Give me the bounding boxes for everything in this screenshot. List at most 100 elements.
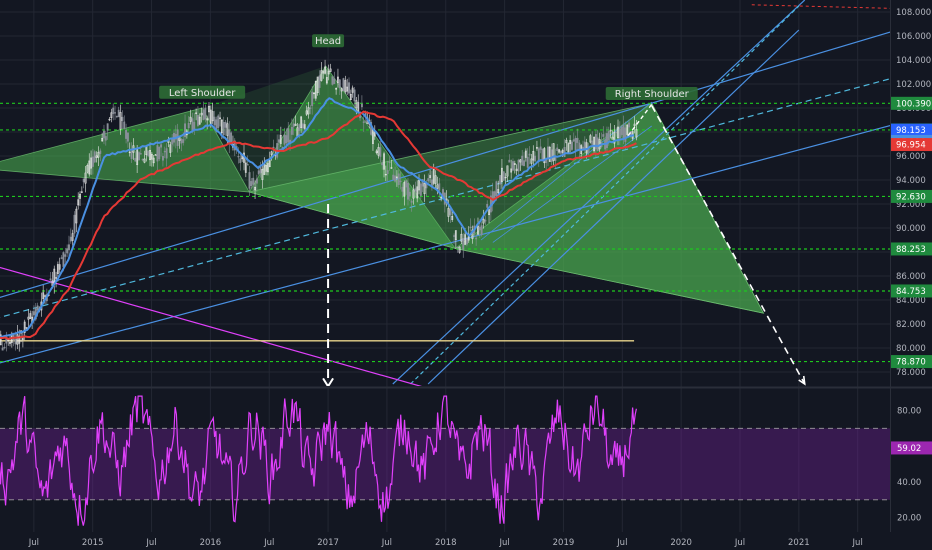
candle-body [239, 158, 242, 163]
pattern-labels: Left Shoulder Head Right Shoulder [159, 34, 698, 100]
candle-body [283, 134, 286, 145]
candle-body [340, 88, 343, 92]
candle-body [266, 163, 269, 173]
candle-body [219, 117, 221, 119]
candle-body [624, 127, 627, 142]
candle-body [506, 165, 509, 177]
candle-body [313, 92, 315, 95]
candle-body [265, 165, 268, 172]
price-tick-label: 94.000 [896, 176, 926, 186]
price-badge [891, 242, 932, 256]
candle-body [539, 146, 542, 150]
candle-body [436, 184, 439, 189]
candle-body [353, 89, 356, 102]
trendline [0, 124, 890, 364]
candle-body [524, 150, 527, 158]
candle-body [114, 112, 116, 114]
candle-body [257, 170, 260, 175]
candle-body [552, 143, 555, 161]
candle-body [414, 188, 417, 192]
candle-body [615, 131, 618, 134]
candle-body [64, 254, 67, 257]
candle-body [285, 135, 288, 144]
candle-body [499, 175, 502, 185]
candle-body [556, 147, 559, 151]
price-badge-label: 100.390 [896, 99, 931, 109]
price-badge [891, 355, 932, 369]
candle-body [14, 338, 17, 345]
candle-body [324, 66, 327, 74]
candle-body [252, 177, 255, 185]
time-tick-label: 2017 [317, 538, 339, 548]
candle-body [106, 123, 109, 131]
time-tick-label: 2015 [82, 538, 104, 548]
candle-body [139, 153, 142, 155]
time-tick-label: Jul [145, 538, 156, 548]
candle-body [303, 124, 306, 129]
pattern-label: Right Shoulder [615, 89, 690, 100]
candle-body [49, 278, 52, 281]
candle-body [55, 277, 58, 279]
candle-body [204, 107, 207, 120]
pattern-neckline-area [0, 66, 456, 249]
candle-body [75, 208, 78, 224]
candle-body [101, 138, 104, 142]
candle-body [115, 115, 118, 118]
candle-body [80, 191, 83, 193]
candle-body [408, 191, 411, 197]
price-tick-label: 82.000 [896, 320, 926, 330]
candle-body [158, 146, 161, 160]
candle-body [3, 346, 6, 349]
trendline [392, 0, 806, 385]
candle-body [77, 199, 80, 206]
head-and-shoulders-pattern [0, 65, 765, 314]
candle-body [465, 239, 468, 245]
candle-body [290, 126, 293, 135]
candle-body [362, 121, 365, 123]
price-axis-badges: 100.39098.17192.63088.25384.75378.87098.… [891, 96, 932, 369]
candle-body [388, 161, 391, 163]
candle-body [381, 162, 384, 166]
candle-body [622, 124, 625, 139]
arrow-head [798, 375, 806, 386]
candle-body [0, 334, 2, 346]
candle-body [254, 186, 256, 191]
candle-body [561, 150, 564, 153]
trendline [427, 29, 800, 385]
candle-body [73, 214, 76, 234]
time-tick-label: 2016 [200, 538, 222, 548]
time-tick-label: Jul [498, 538, 509, 548]
candle-body [222, 122, 225, 136]
candle-body [460, 233, 463, 242]
candle-body [574, 137, 577, 151]
time-tick-label: Jul [616, 538, 627, 548]
candle-body [510, 168, 513, 173]
time-tick-label: Jul [734, 538, 745, 548]
candle-body [628, 122, 631, 128]
candle-body [534, 155, 537, 162]
candle-body [512, 161, 514, 171]
candle-body [307, 107, 310, 115]
candle-body [418, 180, 420, 191]
candle-body [84, 172, 87, 184]
time-tick-label: 2020 [670, 538, 692, 548]
price-tick-label: 90.000 [896, 224, 926, 234]
candle-body [198, 116, 201, 125]
candle-body [320, 70, 323, 81]
candle-body [180, 138, 183, 144]
candle-body [447, 208, 450, 217]
moving-averages [0, 97, 637, 340]
price-badge [891, 96, 932, 110]
candle-body [375, 150, 378, 153]
candle-body [58, 264, 61, 270]
candle-body [410, 200, 413, 203]
candle-body [268, 160, 271, 167]
candle-body [160, 144, 163, 148]
time-axis[interactable]: Jul 2015 Jul 2016 Jul 2017 Jul 2018 Jul 2019 Jul 20… [0, 532, 932, 550]
candle-body [589, 135, 592, 143]
candle-body [123, 121, 126, 129]
candle-body [537, 148, 540, 162]
candle-body [427, 178, 430, 182]
